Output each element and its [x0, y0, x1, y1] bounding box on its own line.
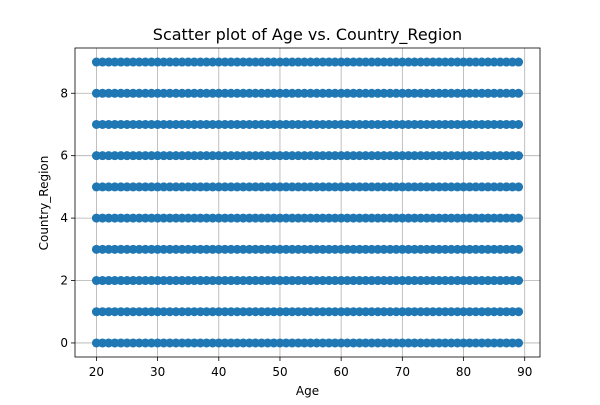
data-point — [514, 307, 524, 317]
data-point — [514, 57, 524, 67]
data-point — [514, 182, 524, 192]
x-tick-label: 50 — [272, 365, 287, 379]
y-tick-label: 0 — [60, 336, 68, 350]
x-tick-label: 60 — [334, 365, 349, 379]
x-tick-label: 30 — [150, 365, 165, 379]
data-point — [514, 213, 524, 223]
plot-frame — [74, 47, 541, 358]
x-tick-label: 90 — [517, 365, 532, 379]
y-tick-label: 2 — [60, 274, 68, 288]
data-point — [514, 151, 524, 161]
chart-title: Scatter plot of Age vs. Country_Region — [153, 25, 462, 45]
x-tick-label: 20 — [89, 365, 104, 379]
x-tick-label: 80 — [456, 365, 471, 379]
y-tick-label: 6 — [60, 149, 68, 163]
data-point — [514, 276, 524, 286]
data-point — [514, 338, 524, 348]
x-tick-label: 70 — [395, 365, 410, 379]
y-tick-label: 4 — [60, 211, 68, 225]
x-axis-label: Age — [296, 384, 319, 398]
y-axis-label: Country_Region — [37, 156, 51, 251]
x-tick-label: 40 — [211, 365, 226, 379]
y-tick-label: 8 — [60, 86, 68, 100]
data-point — [514, 88, 524, 98]
data-points — [91, 57, 524, 348]
axis-ticks: 20 30 40 50 60 70 80 90 0 2 4 6 8 — [60, 86, 532, 379]
data-point — [514, 244, 524, 254]
data-point — [514, 119, 524, 129]
